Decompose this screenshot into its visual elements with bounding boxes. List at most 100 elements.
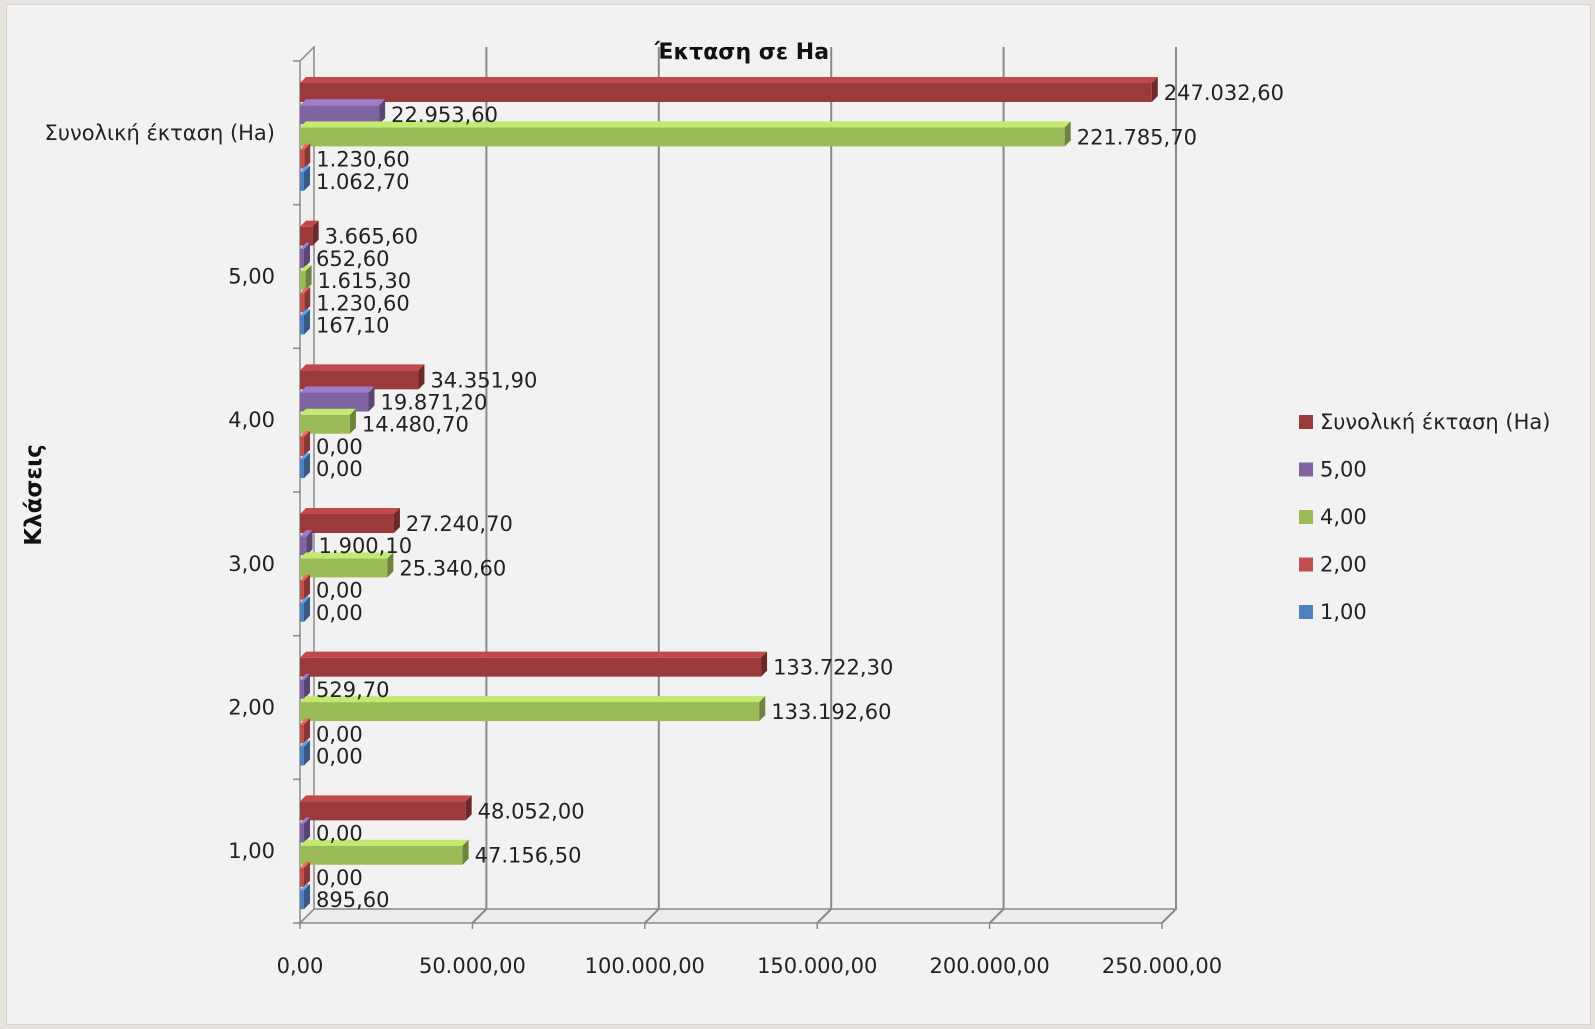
legend-swatch xyxy=(1299,415,1313,429)
category-label: Συνολική έκταση (Ha) xyxy=(45,121,275,145)
data-label: 22.953,60 xyxy=(391,103,498,127)
data-label: 19.871,20 xyxy=(381,391,488,415)
data-label: 1.230,60 xyxy=(316,291,410,315)
bar-top xyxy=(300,77,1158,83)
data-label: 1.900,10 xyxy=(319,534,413,558)
bar-top xyxy=(300,596,310,603)
bar-end xyxy=(305,265,312,291)
bar-front xyxy=(300,459,304,479)
data-label: 25.340,60 xyxy=(399,556,506,580)
bar-top xyxy=(300,265,312,272)
x-tick-label: 50.000,00 xyxy=(419,954,526,978)
bar xyxy=(300,453,310,479)
bar-front xyxy=(300,890,304,910)
bar-top xyxy=(300,795,472,802)
bar xyxy=(300,364,425,390)
bar-top xyxy=(300,696,766,703)
category-label: 5,00 xyxy=(228,265,275,289)
legend-label: 1,00 xyxy=(1320,600,1367,624)
bar-top xyxy=(300,242,310,249)
bar-front xyxy=(300,370,419,390)
bar-front xyxy=(300,679,304,699)
bar-end xyxy=(304,287,311,313)
bar-front xyxy=(300,414,350,434)
bar xyxy=(300,795,472,821)
bar-end xyxy=(349,408,356,434)
category-label: 3,00 xyxy=(228,552,275,576)
bar-front xyxy=(300,801,466,821)
bar-end xyxy=(387,552,394,578)
data-label: 1.615,30 xyxy=(318,269,412,293)
data-label: 652,60 xyxy=(316,247,389,271)
bar-top xyxy=(300,408,356,415)
x-tick-label: 200.000,00 xyxy=(929,954,1049,978)
bar-front xyxy=(300,105,380,125)
bar-end xyxy=(304,596,310,622)
bar xyxy=(300,839,469,865)
bar-front xyxy=(300,602,304,622)
x-tick-label: 150.000,00 xyxy=(757,954,877,978)
bar-top xyxy=(300,861,310,868)
x-axis-ticks: 0,00 50.000,00 100.000,00 150.000,00 200.000… xyxy=(277,923,1222,978)
y-axis-ticks: 1,00 2,00 3,00 4,00 5,00 Συνολική έκταση (Ha) xyxy=(45,60,300,924)
bar xyxy=(300,596,310,622)
chart-frame: 48.052,00 0,00 47.156,50 0,00 895,60 133.722,… xyxy=(6,4,1591,1025)
bar-top xyxy=(300,508,400,514)
bar-end xyxy=(306,530,313,556)
legend-swatch xyxy=(1299,557,1313,572)
bar-top xyxy=(300,143,311,150)
bar xyxy=(300,408,356,434)
bar-end xyxy=(312,220,319,246)
bar xyxy=(300,77,1158,102)
bar-front xyxy=(300,315,304,335)
bar xyxy=(300,242,310,268)
bar-top xyxy=(300,165,310,172)
category-label: 1,00 xyxy=(228,839,275,863)
bar xyxy=(300,265,312,291)
legend-label: 2,00 xyxy=(1320,553,1367,577)
plot-floor xyxy=(298,908,1178,924)
bar-top xyxy=(300,884,310,891)
gridline-floor xyxy=(471,908,488,924)
bar-end xyxy=(418,364,425,390)
data-label: 133.722,30 xyxy=(773,656,893,680)
legend-swatch xyxy=(1299,510,1313,524)
data-label: 27.240,70 xyxy=(406,512,513,536)
bars-group xyxy=(300,77,1158,910)
x-tick-label: 100.000,00 xyxy=(585,954,705,978)
bar-front xyxy=(300,226,313,246)
bar xyxy=(300,861,310,887)
data-label: 0,00 xyxy=(316,866,363,890)
legend-label: 4,00 xyxy=(1320,505,1367,529)
bar-top xyxy=(300,574,310,581)
bar xyxy=(300,287,311,313)
y-axis-title: Κλάσεις xyxy=(21,444,47,546)
bar xyxy=(300,530,313,556)
bar-top xyxy=(300,839,469,846)
legend-swatch xyxy=(1299,462,1313,477)
bar-top xyxy=(300,364,425,371)
bar-top xyxy=(300,99,386,106)
bar-top xyxy=(300,287,311,294)
bar-front xyxy=(300,293,305,313)
legend-swatch xyxy=(1299,605,1313,619)
data-label: 167,10 xyxy=(316,313,389,337)
bar-top xyxy=(300,718,310,725)
bar-front xyxy=(300,271,306,291)
bar-end xyxy=(304,165,310,191)
bar xyxy=(300,740,310,766)
bar-front xyxy=(300,149,305,169)
bar-front xyxy=(300,171,304,191)
bar-end xyxy=(304,718,310,744)
data-label: 247.032,60 xyxy=(1164,81,1284,105)
data-label: 0,00 xyxy=(316,579,363,603)
bar-chart: 48.052,000,0047.156,500,00895,60133.722,… xyxy=(21,40,1550,978)
bar xyxy=(300,430,310,456)
bar xyxy=(300,165,310,191)
bar-front xyxy=(300,392,369,412)
data-label: 221.785,70 xyxy=(1077,125,1197,149)
bar-front xyxy=(300,558,388,578)
category-label: 4,00 xyxy=(228,408,275,432)
bar-top xyxy=(300,530,313,537)
bar-end xyxy=(304,309,310,335)
